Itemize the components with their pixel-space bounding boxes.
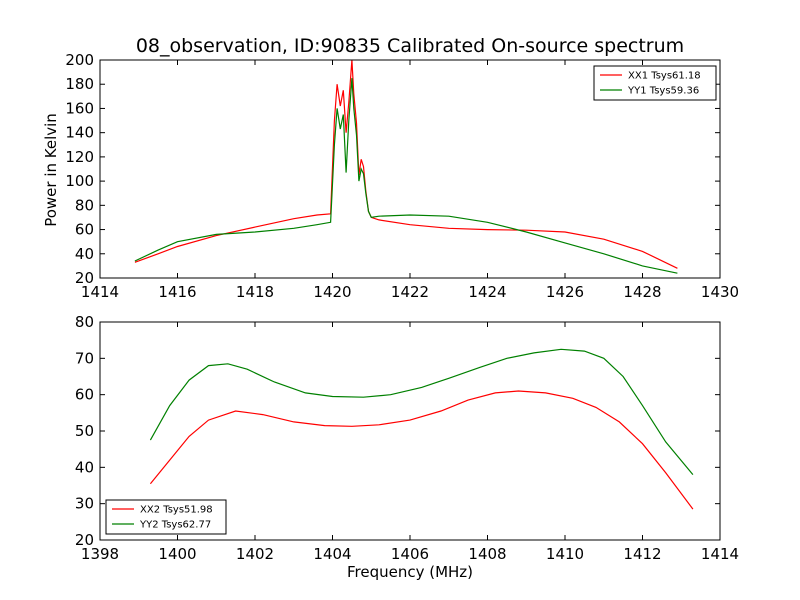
- legend-box: [105, 499, 227, 535]
- x-tick-label: 1430: [701, 283, 739, 301]
- x-tick-label: 1420: [313, 283, 351, 301]
- top-y-axis-label: Power in Kelvin: [42, 113, 60, 227]
- y-tick-label: 40: [75, 458, 94, 476]
- y-tick-label: 120: [65, 148, 94, 166]
- series-line-2-1: [149, 390, 694, 510]
- x-tick-label: 1414: [81, 283, 119, 301]
- y-tick-label: 160: [65, 99, 94, 117]
- y-tick-label: 60: [75, 221, 94, 239]
- bottom-plot: 1398 1400 1402 1404 1406 1408 1410 1412 1414 20 30…: [75, 313, 739, 563]
- x-tick-label: 1416: [158, 283, 196, 301]
- legend-entry: XX2 Tsys51.98: [140, 505, 213, 516]
- y-tick-label: 180: [65, 75, 94, 93]
- series-line-1-1: [134, 59, 678, 269]
- legend-box: [593, 65, 717, 101]
- y-tick-label: 80: [75, 313, 94, 331]
- y-tick-label: 100: [65, 172, 94, 190]
- x-tick-label: 1424: [468, 283, 506, 301]
- legend-entry: YY1 Tsys59.36: [627, 86, 699, 97]
- x-tick-label: 1422: [391, 283, 429, 301]
- x-tick-label: 1418: [236, 283, 274, 301]
- top-plot: 1414 1416 1418 1420 1422 1424 1426 1428 1430 20 40…: [65, 51, 739, 301]
- x-tick-label: 1426: [546, 283, 584, 301]
- x-tick-label: 1412: [623, 545, 661, 563]
- y-tick-label: 30: [75, 495, 94, 513]
- y-tick-label: 50: [75, 422, 94, 440]
- y-tick-label: 80: [75, 196, 94, 214]
- series-line-2-2: [149, 348, 694, 475]
- x-tick-label: 1406: [391, 545, 429, 563]
- x-tick-label: 1414: [701, 545, 739, 563]
- bottom-x-axis-label: Frequency (MHz): [347, 563, 473, 581]
- x-tick-label: 1408: [468, 545, 506, 563]
- y-tick-label: 60: [75, 386, 94, 404]
- legend-entry: YY2 Tsys62.77: [139, 520, 211, 531]
- x-tick-label: 1428: [623, 283, 661, 301]
- x-tick-label: 1398: [81, 545, 119, 563]
- chart-title: 08_observation, ID:90835 Calibrated On-s…: [136, 35, 684, 57]
- x-tick-label: 1402: [236, 545, 274, 563]
- y-tick-label: 20: [75, 531, 94, 549]
- y-tick-label: 40: [75, 245, 94, 263]
- y-tick-label: 20: [75, 269, 94, 287]
- x-tick-label: 1404: [313, 545, 351, 563]
- y-tick-label: 140: [65, 124, 94, 142]
- legend-entry: XX1 Tsys61.18: [628, 71, 701, 82]
- x-tick-label: 1410: [546, 545, 584, 563]
- y-tick-label: 70: [75, 349, 94, 367]
- series-line-1-2: [134, 78, 678, 274]
- x-tick-label: 1400: [158, 545, 196, 563]
- y-tick-label: 200: [65, 51, 94, 69]
